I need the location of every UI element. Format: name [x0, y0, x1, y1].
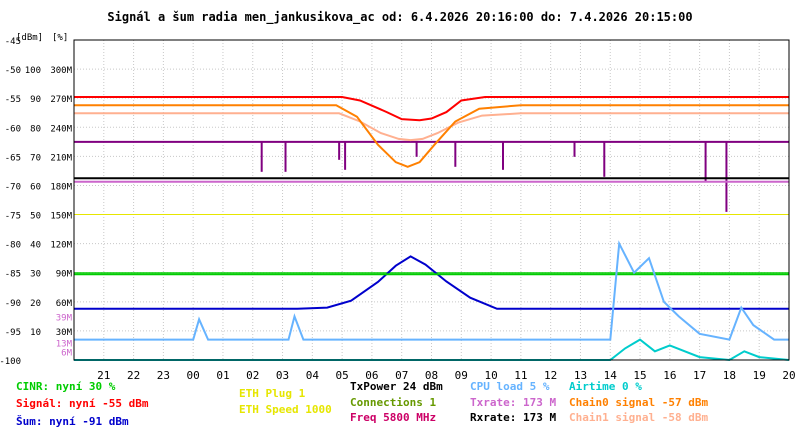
legend-txpower: TxPower 24 dBm — [350, 380, 443, 393]
legend-eth-plug: ETH Plug 1 — [239, 387, 306, 400]
y-tick-rate: 60M — [56, 299, 73, 309]
y-tick-rate-small: 6M — [61, 348, 72, 358]
y-tick-rate: 180M — [50, 182, 72, 192]
x-tick-label: 00 — [187, 369, 200, 380]
y-tick-dbm: -50 — [5, 66, 21, 76]
y-tick-pct: 70 — [30, 153, 41, 163]
legend-connections: Connections 1 — [350, 396, 437, 409]
y-tick-rate: 120M — [50, 241, 72, 251]
legend-noise: Šum: nyní -91 dBm — [16, 415, 129, 428]
y-tick-dbm: -45 — [5, 37, 21, 47]
x-tick-label: 03 — [276, 369, 289, 380]
legend-airtime: Airtime 0 % — [569, 380, 642, 393]
legend-cinr: CINR: nyní 30 % — [16, 380, 116, 393]
legend-cpu-load: CPU load 5 % — [470, 380, 550, 393]
series-line-sign-l — [74, 96, 789, 122]
legend-chain0: Chain0 signal -57 dBm — [569, 396, 709, 409]
y-tick-pct: 20 — [30, 299, 41, 309]
y-tick-rate: 270M — [50, 95, 72, 105]
y-axis-header-dbm: [dBm] — [16, 33, 43, 43]
x-tick-label: 17 — [693, 369, 706, 380]
series-line-airtime — [74, 338, 790, 362]
x-tick-label: 18 — [723, 369, 736, 380]
legend-eth-speed: ETH Speed 1000 — [239, 403, 332, 416]
x-tick-label: 10 — [484, 369, 497, 380]
x-tick-label: 07 — [395, 369, 408, 380]
chart-title: Signál a šum radia men_jankusikova_ac od… — [107, 10, 693, 24]
legend-freq: Freq 5800 MHz — [350, 411, 437, 424]
y-tick-pct: 40 — [30, 241, 41, 251]
x-tick-label: 14 — [604, 369, 618, 380]
y-tick-dbm: -70 — [5, 182, 21, 192]
x-tick-label: 09 — [455, 369, 468, 380]
y-tick-rate: 30M — [56, 328, 73, 338]
y-tick-dbm: -100 — [0, 357, 21, 367]
x-tick-label: 05 — [336, 369, 349, 380]
x-tick-label: 04 — [306, 369, 320, 380]
y-tick-rate-small: 39M — [56, 313, 73, 323]
legend-rxrate: Rxrate: 173 M — [470, 411, 557, 424]
y-tick-pct: 10 — [30, 328, 41, 338]
x-tick-label: 19 — [753, 369, 766, 380]
x-tick-label: 16 — [663, 369, 676, 380]
x-tick-label: 22 — [127, 369, 140, 380]
signal-noise-chart: [dBm] [%] -100 -95 -90 -85 -80 -75 -70 -65 -60 -55 -… — [0, 33, 796, 380]
plot-frame — [73, 39, 790, 361]
y-tick-dbm: -60 — [5, 124, 21, 134]
y-tick-dbm: -75 — [5, 212, 21, 222]
series-line--um — [74, 255, 789, 310]
y-tick-dbm: -80 — [5, 241, 21, 251]
y-tick-rate: 150M — [50, 212, 72, 222]
x-tick-label: 02 — [246, 369, 259, 380]
y-tick-pct: 100 — [25, 66, 41, 76]
y-tick-pct: 60 — [30, 182, 41, 192]
x-tick-label: 15 — [633, 369, 646, 380]
series-line-chain0-signal — [74, 104, 789, 168]
y-tick-dbm: -65 — [5, 153, 21, 163]
x-tick-label: 01 — [216, 369, 229, 380]
y-tick-dbm: -85 — [5, 270, 21, 280]
y-tick-pct: 90 — [30, 95, 41, 105]
y-tick-dbm: -95 — [5, 328, 21, 338]
legend-signal: Signál: nyní -55 dBm — [16, 397, 149, 410]
y-tick-dbm: -90 — [5, 299, 21, 309]
y-tick-rate-small: 13M — [56, 340, 73, 350]
x-tick-label: 23 — [157, 369, 170, 380]
y-tick-pct: 80 — [30, 124, 41, 134]
x-tick-label: 13 — [574, 369, 587, 380]
x-tick-label: 21 — [97, 369, 110, 380]
legend-txrate: Txrate: 173 M — [470, 396, 557, 409]
x-tick-label: 12 — [544, 369, 557, 380]
x-tick-label: 08 — [425, 369, 438, 380]
y-axis-header-pct: [%] — [52, 33, 68, 43]
series-line-chain1-signal — [74, 112, 789, 142]
x-tick-label: 06 — [365, 369, 378, 380]
y-tick-dbm: -55 — [5, 95, 21, 105]
y-tick-pct: 50 — [30, 212, 41, 222]
y-tick-rate: 90M — [56, 270, 73, 280]
y-tick-rate: 240M — [50, 124, 72, 134]
series-line-cpu-load — [74, 240, 789, 341]
y-tick-rate: 210M — [50, 153, 72, 163]
x-tick-label: 11 — [514, 369, 527, 380]
x-tick-label: 20 — [782, 369, 795, 380]
legend-chain1: Chain1 signal -58 dBm — [569, 411, 709, 424]
y-tick-pct: 30 — [30, 270, 41, 280]
y-tick-rate: 300M — [50, 66, 72, 76]
